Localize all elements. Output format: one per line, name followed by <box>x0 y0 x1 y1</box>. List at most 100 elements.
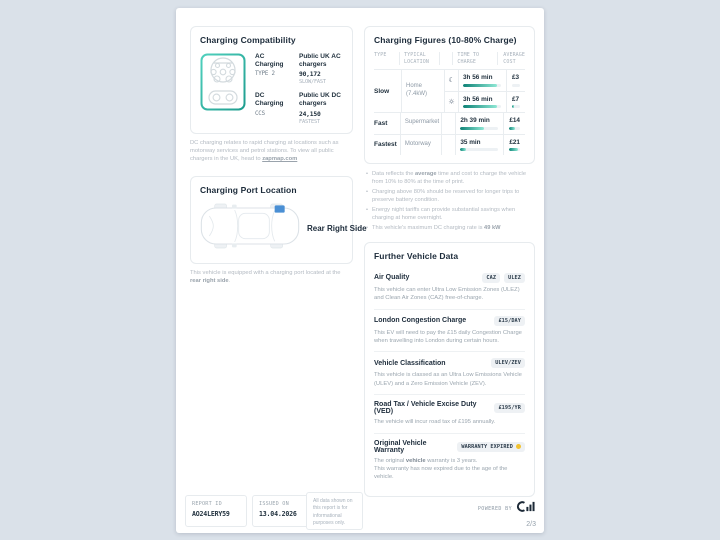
brand-logo-icon <box>516 500 536 518</box>
congestion-charge-desc: This EV will need to pay the £15 daily C… <box>374 329 522 345</box>
charging-compatibility-card: Charging Compatibility <box>190 26 353 134</box>
further-vehicle-data-card: Further Vehicle Data Air Quality CAZ ULE… <box>364 241 535 497</box>
air-quality-title: Air Quality <box>374 274 410 282</box>
charging-notes: • Data reflects the average time and cost… <box>364 171 535 233</box>
table-header-row: TYPE TYPICAL LOCATION TIME TO CHARGE AVE… <box>374 52 525 69</box>
charging-port-marker <box>274 205 285 213</box>
warranty-row: Original Vehicle Warranty WARRANTY EXPIR… <box>374 432 525 488</box>
car-top-view-icon <box>200 202 300 255</box>
slow-night-cost: £3 <box>512 74 520 81</box>
slow-day-cost-bar <box>512 105 520 108</box>
ac-chargers-count: 90,172 SLOW/FAST <box>299 71 326 86</box>
dc-chargers-count: 24,150 FASTEST <box>299 110 321 125</box>
dc-charging-row: DC Charging CCS Public UK DC chargers 24… <box>255 92 343 124</box>
report-id-box: REPORT ID AO24LERY59 <box>185 495 247 527</box>
report-page: Charging Compatibility <box>176 8 544 533</box>
slow-day-cost: £7 <box>512 95 520 103</box>
dc-speed-label: FASTEST <box>299 118 320 125</box>
congestion-badge: £15/DAY <box>494 315 525 326</box>
charging-port-location-card: Charging Port Location <box>190 175 367 264</box>
slow-night-cost-bar <box>512 83 520 87</box>
ulez-badge: ULEZ <box>504 272 525 283</box>
table-row-fastest: Fastest Motorway 35 min £21 <box>374 133 525 155</box>
road-tax-badge: £195/YR <box>494 403 525 414</box>
congestion-charge-title: London Congestion Charge <box>374 317 467 325</box>
charging-figures-table: TYPE TYPICAL LOCATION TIME TO CHARGE AVE… <box>374 52 525 155</box>
fast-cost-bar <box>509 126 520 130</box>
fastest-cost: £21 <box>509 138 520 146</box>
issued-on-value: 13.04.2026 <box>259 509 297 518</box>
note-night-tariffs: • Energy night tariffs can provide substa… <box>366 206 516 221</box>
air-quality-desc: This vehicle can enter Ultra Low Emissio… <box>374 286 520 302</box>
issued-on-label: ISSUED ON <box>259 501 289 507</box>
fast-time: 2h 39 min <box>460 117 490 124</box>
header-average-cost: AVERAGE COST <box>497 52 525 65</box>
port-side-label: Rear Right Side <box>307 223 367 233</box>
vehicle-classification-row: Vehicle Classification ULEV/ZEV This veh… <box>374 351 525 394</box>
table-row-slow: Slow Home (7.4kW) ☾ 3h 56 min £3 <box>374 69 525 112</box>
type-fastest: Fastest <box>374 141 397 149</box>
compatibility-note: DC charging relates to rapid charging at… <box>190 139 339 162</box>
header-time-to-charge: TIME TO CHARGE <box>452 52 497 65</box>
road-tax-row: Road Tax / Vehicle Excise Duty (VED) £19… <box>374 394 525 432</box>
road-tax-title: Road Tax / Vehicle Excise Duty (VED) <box>374 401 477 416</box>
ac-speed-label: SLOW/FAST <box>299 79 326 86</box>
report-id-value: AO24LERY59 <box>192 509 230 518</box>
road-tax-desc: The vehicle will incur road tax of £195 … <box>374 419 496 426</box>
powered-by-label: POWERED BY <box>477 506 512 512</box>
dc-connector-type: CCS <box>255 110 265 117</box>
disclaimer-box: All data shown on this report is for inf… <box>306 492 363 530</box>
ev-connector-icon <box>200 53 246 125</box>
charging-compatibility-title: Charging Compatibility <box>200 35 296 45</box>
charging-port-location-title: Charging Port Location <box>200 184 297 195</box>
slow-night-time: 3h 56 min <box>463 74 493 81</box>
sun-icon: ☼ <box>444 91 458 112</box>
report-id-label: REPORT ID <box>192 501 222 507</box>
further-vehicle-data-title: Further Vehicle Data <box>374 250 459 261</box>
fast-cost: £14 <box>509 117 520 124</box>
header-type: TYPE <box>374 52 387 58</box>
slow-day-subrow: ☼ 3h 56 min £7 <box>444 90 525 112</box>
port-location-note: This vehicle is equipped with a charging… <box>190 269 341 284</box>
header-typical-location: TYPICAL LOCATION <box>399 52 439 65</box>
location-home: Home (7.4kW) <box>401 70 444 112</box>
ac-chargers-label: Public UK AC chargers <box>299 53 341 69</box>
note-above-80: • Charging above 80% should be reserved f… <box>366 188 520 203</box>
caz-badge: CAZ <box>482 272 501 283</box>
ac-charging-label: AC Charging <box>255 53 284 69</box>
slow-day-time: 3h 56 min <box>463 95 493 103</box>
congestion-charge-row: London Congestion Charge £15/DAY This EV… <box>374 308 525 352</box>
dc-charging-label: DC Charging <box>255 92 284 108</box>
slow-day-time-bar <box>463 105 501 108</box>
powered-by-section: POWERED BY 2/3 <box>478 500 536 528</box>
fastest-time-bar <box>460 148 499 151</box>
charging-figures-card: Charging Figures (10-80% Charge) TYPE TY… <box>364 26 535 164</box>
warranty-expired-badge: WARRANTY EXPIRED <box>457 441 525 452</box>
note-max-dc-rate: • This vehicle's maximum DC charging rate… <box>366 224 501 231</box>
page-indicator: 2/3 <box>526 521 536 528</box>
warranty-title: Original Vehicle Warranty <box>374 439 427 454</box>
location-motorway: Motorway <box>399 134 441 155</box>
warranty-desc: The original vehicle warranty is 3 years… <box>374 457 508 481</box>
type-fast: Fast <box>374 119 388 127</box>
ulev-zev-badge: ULEV/ZEV <box>491 358 525 369</box>
dc-chargers-label: Public UK DC chargers <box>299 92 341 108</box>
vehicle-classification-title: Vehicle Classification <box>374 359 446 367</box>
zapmap-link[interactable]: zapmap.com <box>262 155 298 162</box>
moon-icon: ☾ <box>444 70 458 91</box>
vehicle-classification-desc: This vehicle is classed as an Ultra Low … <box>374 372 522 387</box>
ac-charging-row: AC Charging TYPE 2 Public UK AC chargers… <box>255 53 343 85</box>
fastest-time: 35 min <box>460 138 481 146</box>
left-column: Charging Compatibility <box>190 26 367 285</box>
type-slow: Slow <box>374 87 390 95</box>
slow-night-subrow: ☾ 3h 56 min £3 <box>444 70 525 91</box>
issued-on-box: ISSUED ON 13.04.2026 <box>252 495 312 527</box>
warning-dot-icon <box>516 444 521 450</box>
location-supermarket: Supermarket <box>399 113 441 134</box>
ac-connector-type: TYPE 2 <box>255 71 275 78</box>
right-column: Charging Figures (10-80% Charge) TYPE TY… <box>364 26 535 497</box>
note-average: • Data reflects the average time and cost… <box>366 171 526 185</box>
air-quality-row: Air Quality CAZ ULEZ This vehicle can en… <box>374 265 525 309</box>
charging-figures-title: Charging Figures (10-80% Charge) <box>374 35 517 45</box>
fastest-cost-bar <box>509 148 520 151</box>
